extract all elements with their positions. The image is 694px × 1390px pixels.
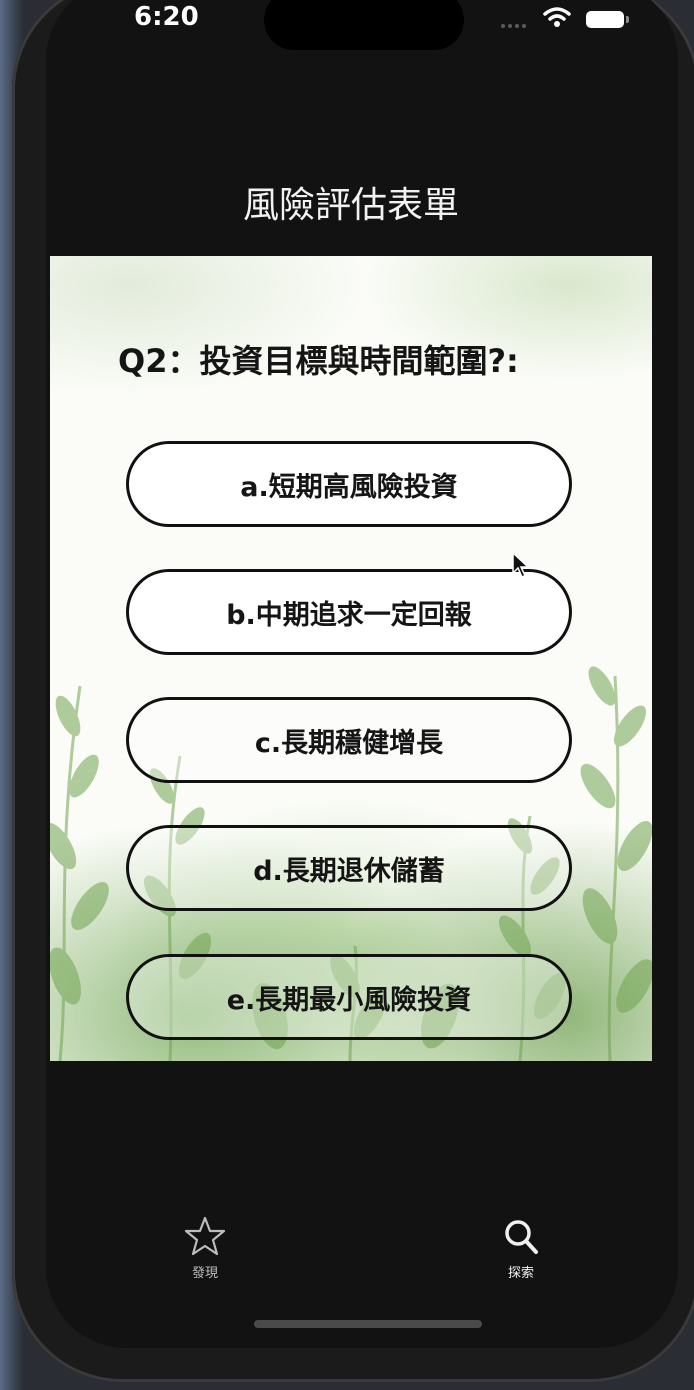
- tab-explore-label: 探索: [507, 1266, 534, 1281]
- app-screen: 6:20 風險評估表單: [46, 0, 678, 1348]
- wifi-icon: [543, 7, 571, 27]
- option-e-button[interactable]: e.長期最小風險投資: [126, 954, 572, 1040]
- option-d-button[interactable]: d.長期退休儲蓄: [126, 825, 572, 911]
- page-title: 風險評估表單: [242, 185, 459, 226]
- cellular-signal-icon: [501, 24, 526, 28]
- status-time: 6:20: [134, 2, 199, 32]
- tab-discover-label: 發現: [191, 1266, 218, 1281]
- mouse-cursor-icon: [512, 552, 530, 578]
- option-a-button[interactable]: a.短期高風險投資: [126, 441, 572, 527]
- search-icon: [505, 1220, 538, 1254]
- phone-frame: 6:20 風險評估表單: [12, 0, 694, 1382]
- home-indicator: [254, 1320, 482, 1328]
- question-card: Q2：投資目標與時間範圍?: a.短期高風險投資 b.中期追求一定回報 c.長期…: [50, 256, 652, 1061]
- star-icon: [184, 1216, 226, 1256]
- option-b-button[interactable]: b.中期追求一定回報: [126, 569, 572, 655]
- option-c-button[interactable]: c.長期穩健增長: [126, 697, 572, 783]
- battery-icon: [586, 11, 629, 28]
- tab-discover[interactable]: 發現: [160, 1216, 250, 1281]
- tab-explore[interactable]: 探索: [476, 1216, 566, 1281]
- dynamic-island: [264, 0, 464, 50]
- question-title: Q2：投資目標與時間範圍?:: [118, 342, 519, 380]
